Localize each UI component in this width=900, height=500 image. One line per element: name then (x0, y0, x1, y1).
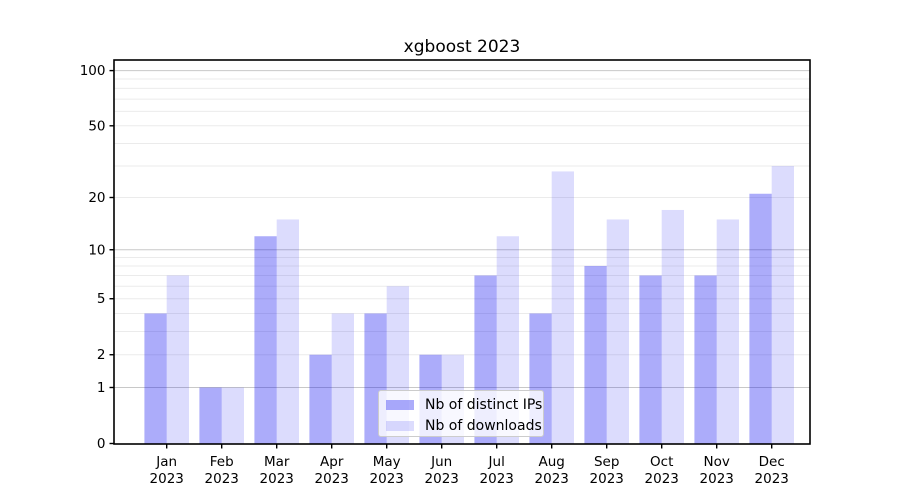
x-tick-label-month: Jan (155, 454, 177, 470)
x-tick-label-month: Oct (650, 454, 673, 470)
bar (166, 275, 189, 444)
x-tick-label-year: 2023 (480, 471, 514, 487)
bar (144, 313, 167, 444)
bar (551, 171, 574, 445)
y-tick-label: 2 (97, 347, 106, 363)
bar (694, 275, 717, 444)
x-tick-label-month: Jun (430, 454, 452, 470)
x-tick-label-year: 2023 (205, 471, 239, 487)
x-tick-label-year: 2023 (150, 471, 184, 487)
x-tick-label-month: Feb (210, 454, 234, 470)
plot-spines (113, 59, 811, 445)
x-tick-label-year: 2023 (425, 471, 459, 487)
x-tick-label-month: Sep (594, 454, 619, 470)
legend-item-downloads: Nb of downloads (386, 415, 543, 436)
legend-label-distinct-ips: Nb of distinct IPs (425, 396, 543, 413)
y-tick-label: 5 (97, 291, 106, 307)
x-tick-label-year: 2023 (315, 471, 349, 487)
x-tick-label-month: Dec (759, 454, 785, 470)
x-tick-label-year: 2023 (590, 471, 624, 487)
x-tick-label-year: 2023 (700, 471, 734, 487)
x-tick-label-month: Nov (704, 454, 730, 470)
x-tick-label-month: Apr (320, 454, 344, 470)
bar (331, 313, 354, 444)
bar (309, 354, 332, 444)
legend-item-distinct-ips: Nb of distinct IPs (386, 394, 543, 415)
gridlines (114, 70, 810, 388)
legend-swatch-downloads (386, 420, 414, 431)
bar (606, 219, 629, 444)
legend-swatch-distinct-ips (386, 399, 414, 410)
x-tick-label-year: 2023 (535, 471, 569, 487)
y-tick-label: 1 (97, 380, 106, 396)
y-tick-label: 20 (88, 190, 105, 206)
x-tick-label-year: 2023 (755, 471, 789, 487)
x-tick-label-year: 2023 (370, 471, 404, 487)
bar (199, 387, 222, 444)
x-tick-label-year: 2023 (645, 471, 679, 487)
bar (716, 219, 739, 444)
y-axis: 0 1 2 5 10 20 50 100 (80, 63, 114, 452)
y-tick-label: 10 (88, 242, 105, 258)
y-tick-label: 50 (88, 118, 105, 134)
bar (771, 166, 794, 445)
chart-title: xgboost 2023 (403, 37, 521, 57)
legend: Nb of distinct IPs Nb of downloads (378, 390, 544, 437)
bar (639, 275, 662, 444)
x-tick-label-month: Aug (539, 454, 565, 470)
legend-label-downloads: Nb of downloads (425, 417, 542, 434)
x-axis: Jan2023Feb2023Mar2023Apr2023May2023Jun20… (150, 444, 789, 487)
bar (221, 387, 244, 444)
bar (254, 236, 277, 444)
bar (584, 265, 607, 444)
x-tick-label-month: May (373, 454, 401, 470)
x-tick-label-year: 2023 (260, 471, 294, 487)
bar (276, 219, 299, 444)
y-tick-label: 0 (97, 436, 106, 452)
x-tick-label-month: Jul (488, 454, 505, 470)
x-tick-label-month: Mar (264, 454, 290, 470)
bar (749, 193, 772, 444)
bar (661, 209, 684, 444)
y-tick-label: 100 (80, 63, 106, 79)
